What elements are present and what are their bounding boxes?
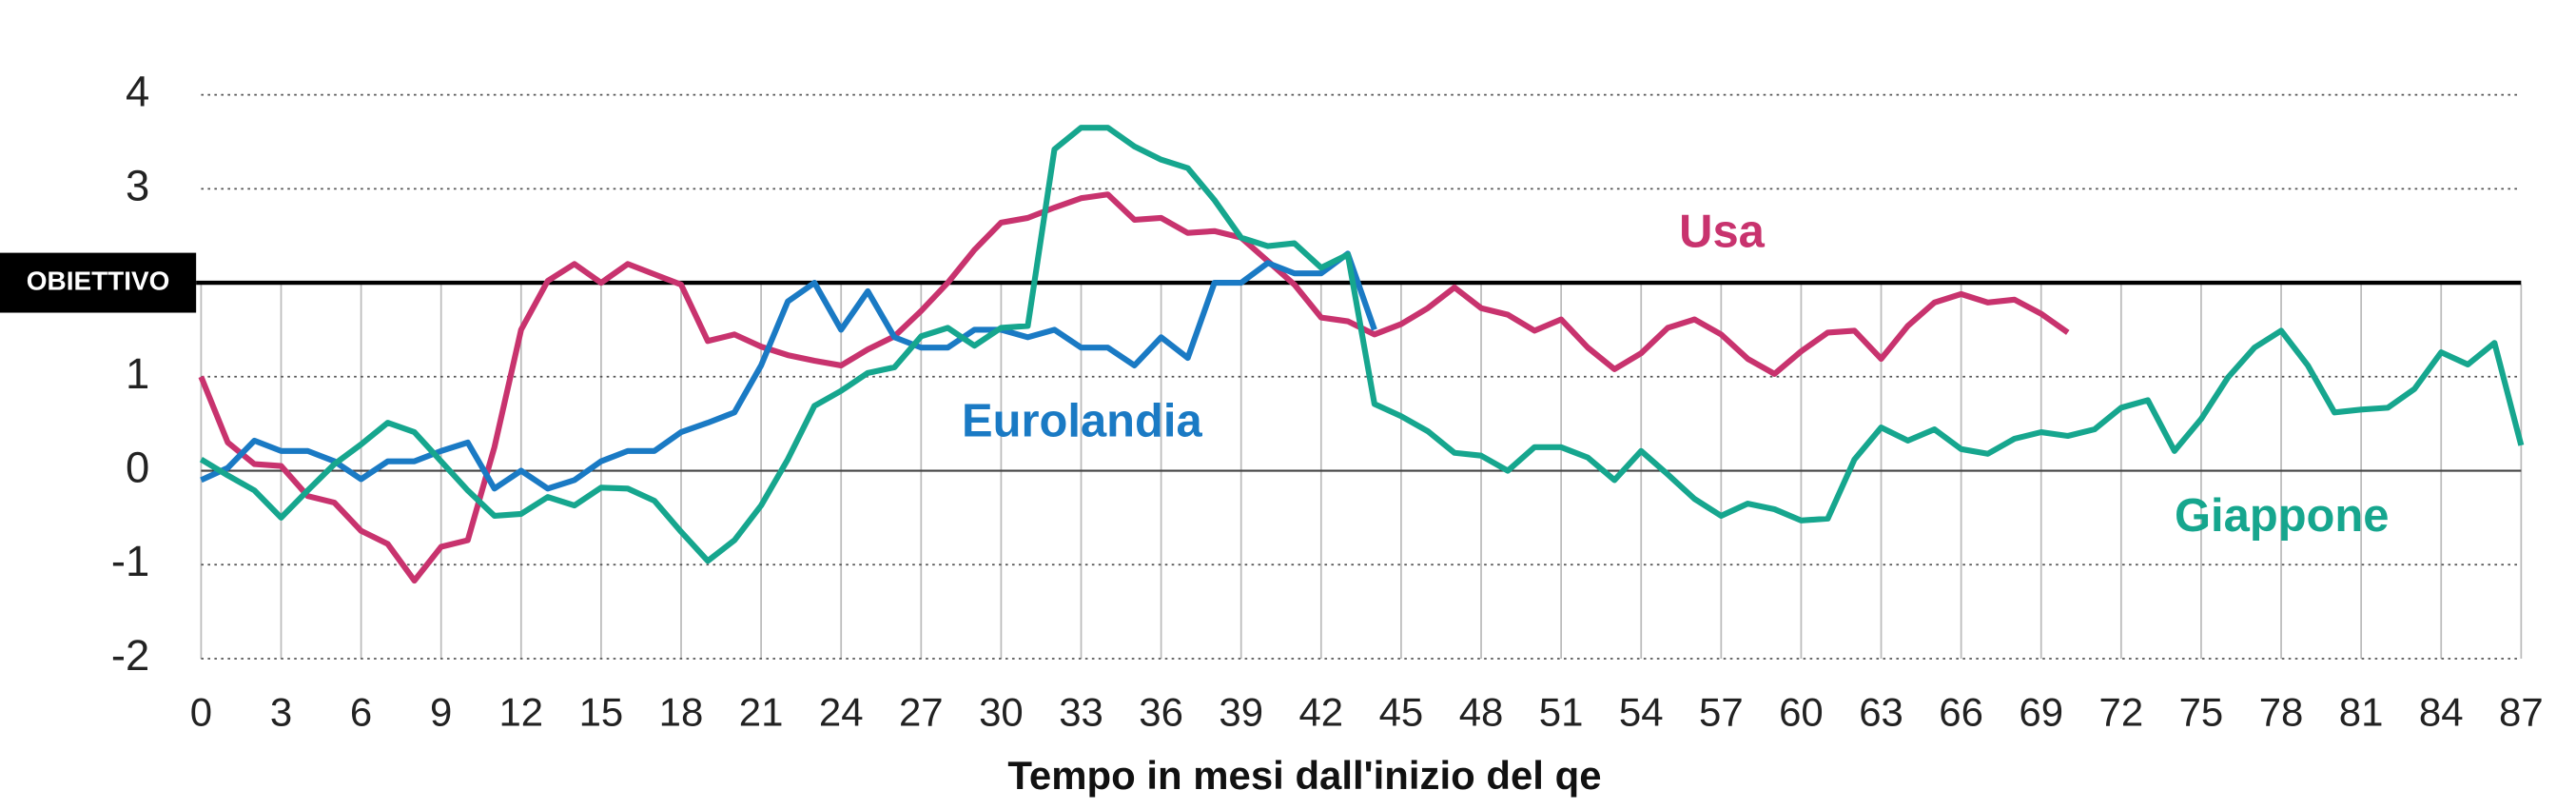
x-axis-title: Tempo in mesi dall'inizio del qe bbox=[1007, 753, 1601, 798]
x-tick-label: 63 bbox=[1859, 689, 1903, 734]
x-tick-label: 66 bbox=[1939, 689, 1983, 734]
y-tick-label: OBIETTIVO bbox=[27, 266, 170, 295]
x-tick-label: 69 bbox=[2019, 689, 2063, 734]
series-label: Eurolandia bbox=[962, 396, 1202, 447]
x-tick-label: 36 bbox=[1139, 689, 1183, 734]
y-tick-label: 3 bbox=[126, 161, 149, 209]
x-tick-label: 87 bbox=[2499, 689, 2544, 734]
x-tick-label: 60 bbox=[1779, 689, 1824, 734]
x-tick-label: 72 bbox=[2099, 689, 2144, 734]
x-tick-label: 81 bbox=[2339, 689, 2384, 734]
x-tick-label: 48 bbox=[1459, 689, 1504, 734]
x-tick-label: 45 bbox=[1379, 689, 1424, 734]
x-tick-label: 27 bbox=[899, 689, 944, 734]
x-tick-label: 75 bbox=[2179, 689, 2224, 734]
x-tick-label: 33 bbox=[1059, 689, 1103, 734]
x-tick-label: 0 bbox=[190, 689, 212, 734]
series-line bbox=[198, 191, 2070, 584]
series-label: Usa bbox=[1679, 206, 1766, 257]
x-tick-label: 42 bbox=[1299, 689, 1344, 734]
target-label-box bbox=[0, 252, 197, 313]
series-line bbox=[199, 125, 2525, 564]
x-tick-label: 84 bbox=[2419, 689, 2464, 734]
x-tick-label: 39 bbox=[1219, 689, 1263, 734]
x-tick-label: 78 bbox=[2259, 689, 2304, 734]
y-tick-label: 0 bbox=[126, 444, 149, 492]
x-tick-label: 6 bbox=[350, 689, 372, 734]
x-tick-label: 18 bbox=[659, 689, 704, 734]
x-tick-label: 24 bbox=[819, 689, 864, 734]
x-tick-label: 9 bbox=[430, 689, 452, 734]
series-line bbox=[200, 250, 1377, 492]
x-tick-label: 54 bbox=[1619, 689, 1664, 734]
y-tick-label: 4 bbox=[126, 68, 149, 116]
y-tick-label: 1 bbox=[126, 349, 149, 398]
x-tick-label: 12 bbox=[498, 689, 543, 734]
y-tick-label: -2 bbox=[111, 631, 149, 680]
x-tick-label: 57 bbox=[1699, 689, 1744, 734]
x-tick-label: 3 bbox=[270, 689, 292, 734]
x-tick-label: 15 bbox=[579, 689, 624, 734]
x-tick-label: 21 bbox=[739, 689, 784, 734]
series-label: Giappone bbox=[2175, 490, 2390, 542]
y-tick-label: -1 bbox=[111, 537, 149, 585]
x-tick-label: 30 bbox=[979, 689, 1024, 734]
x-tick-label: 51 bbox=[1539, 689, 1584, 734]
